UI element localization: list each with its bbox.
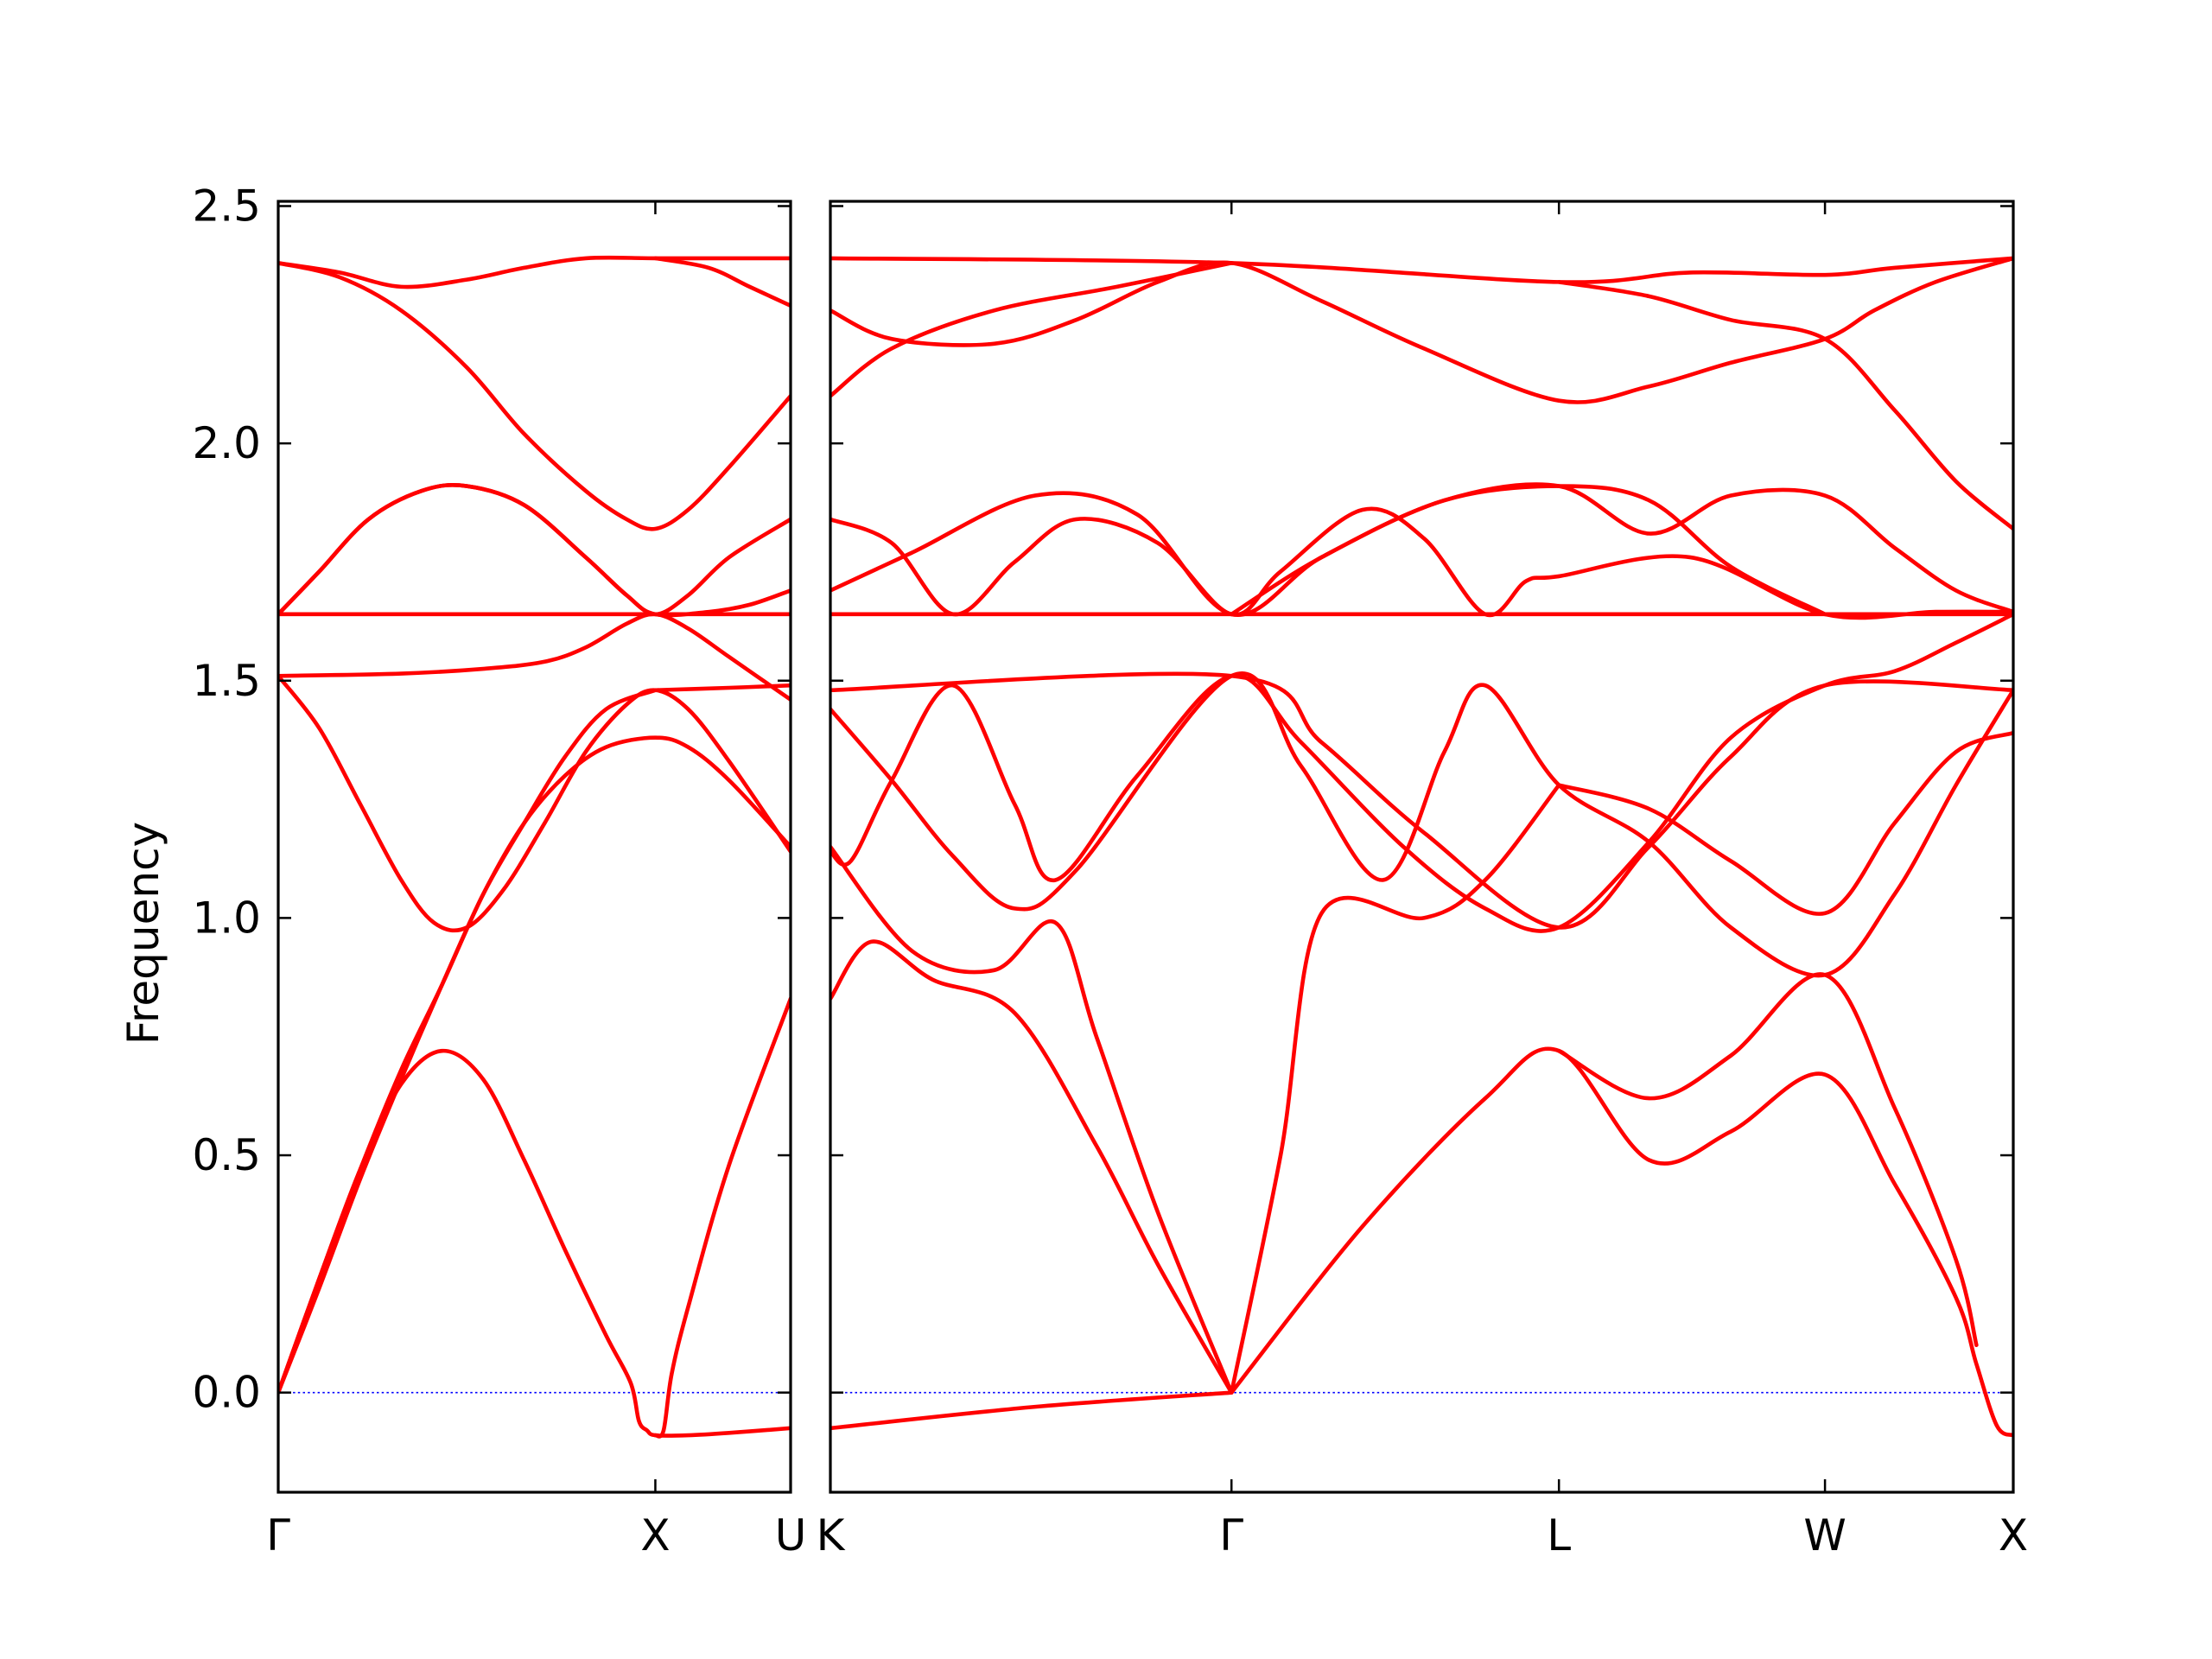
y-tick-label: 2.0 (192, 418, 261, 468)
x-tick-label: Γ (266, 1510, 290, 1560)
x-tick-label: L (1547, 1510, 1571, 1560)
band-line-11 (278, 688, 658, 1395)
band-line-13 (653, 996, 791, 1439)
band-line-6 (830, 482, 2013, 618)
panel-1: 0.0 0.5 1.0 1.5 2.0 2.5 Γ X U (192, 181, 806, 1560)
x-tick-label: X (640, 1510, 670, 1560)
band-line-9 (830, 671, 2013, 930)
x-tick-label: U (775, 1510, 807, 1560)
band-line-4 (1556, 280, 2013, 531)
band-line-16 (1229, 1046, 2013, 1438)
panel-frame (276, 200, 792, 1494)
y-tick-label: 0.5 (192, 1130, 261, 1180)
y-tick-label: 1.5 (192, 656, 261, 706)
band-line-15 (1229, 783, 1561, 1395)
band-lines (830, 256, 2013, 1438)
band-line-9 (653, 683, 791, 693)
band-line-12 (1556, 730, 2013, 916)
band-line-5 (278, 483, 791, 618)
x-tick-label: X (1999, 1510, 2028, 1560)
band-line-7 (1229, 484, 1827, 617)
band-line-17 (1556, 972, 1979, 1348)
band-line-13 (830, 844, 1234, 1395)
band-line-3 (653, 256, 791, 308)
y-tick-label: 2.5 (192, 181, 261, 231)
band-line-1 (278, 255, 791, 289)
band-line-12 (278, 1048, 791, 1438)
band-line-3 (830, 261, 1234, 398)
x-tick-label: K (817, 1510, 846, 1560)
x-tick-label: W (1803, 1510, 1846, 1560)
band-line-10 (278, 735, 791, 1395)
band-line-2 (830, 256, 2013, 404)
band-lines (278, 255, 791, 1439)
band-line-11 (830, 612, 2013, 933)
y-axis-title: Frequency (118, 822, 168, 1045)
band-line-7 (278, 612, 791, 702)
band-line-14 (830, 939, 1234, 1395)
band-line-2 (278, 261, 791, 531)
band-line-5 (830, 506, 2013, 620)
panels: 0.0 0.5 1.0 1.5 2.0 2.5 Γ X U K Γ L W X (192, 181, 2028, 1560)
y-tick-label: 1.0 (192, 893, 261, 943)
y-tick-label: 0.0 (192, 1368, 261, 1418)
band-line-8 (278, 673, 791, 933)
band-line-10 (830, 671, 2013, 978)
band-line-18 (830, 1390, 1234, 1431)
x-tick-label: Γ (1219, 1510, 1243, 1560)
band-line-4 (278, 483, 791, 617)
band-line-1 (830, 256, 2013, 284)
panel-frame (829, 200, 2015, 1494)
